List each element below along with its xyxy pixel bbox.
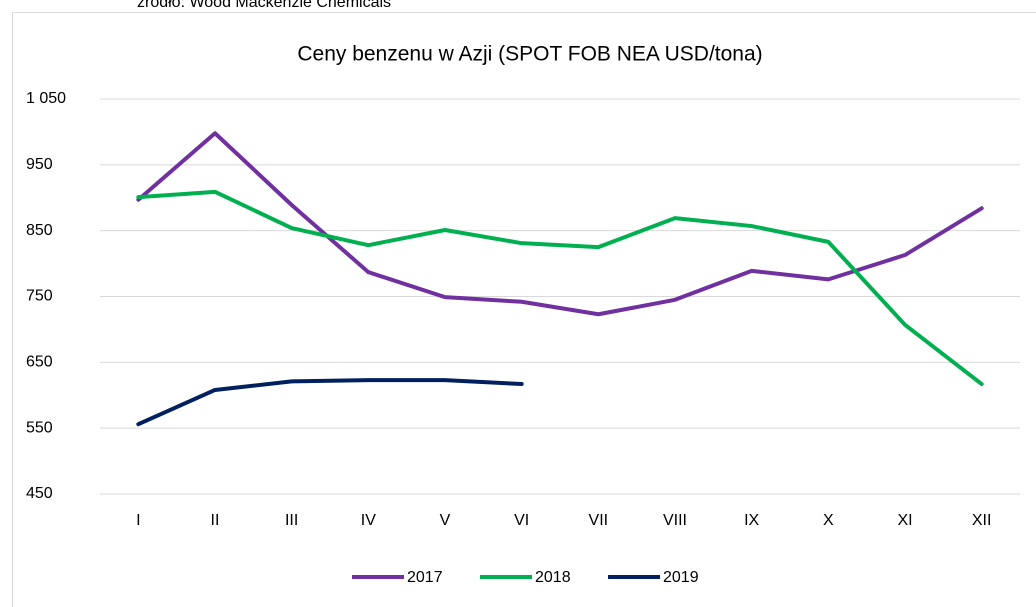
- chart-frame: [12, 12, 1036, 607]
- legend-label: 2019: [663, 569, 699, 586]
- legend-label: 2018: [535, 569, 571, 586]
- x-tick-label: IX: [744, 512, 759, 529]
- x-tick-label: IV: [361, 512, 376, 529]
- chart-title: Ceny benzenu w Azji (SPOT FOB NEA USD/to…: [297, 43, 762, 66]
- y-tick-label: 550: [26, 419, 53, 436]
- y-tick-label: 1 050: [26, 90, 66, 107]
- series-line: [136, 131, 984, 317]
- x-tick-label: VI: [514, 512, 529, 529]
- y-tick-label: 650: [26, 354, 53, 371]
- x-tick-label: VIII: [663, 512, 687, 529]
- y-tick-label: 850: [26, 222, 53, 239]
- x-tick-label: X: [823, 512, 834, 529]
- source-bg: [0, 0, 1036, 12]
- y-tick-label: 950: [26, 156, 53, 173]
- y-tick-label: 750: [26, 288, 53, 305]
- legend-label: 2017: [407, 569, 443, 586]
- series-line: [136, 378, 524, 427]
- x-tick-label: I: [136, 512, 140, 529]
- x-tick-label: XII: [972, 512, 992, 529]
- x-tick-label: V: [440, 512, 451, 529]
- x-tick-label: III: [285, 512, 298, 529]
- x-tick-label: VII: [589, 512, 609, 529]
- y-tick-label: 450: [26, 485, 53, 502]
- x-tick-label: XI: [897, 512, 912, 529]
- series-line: [136, 189, 984, 387]
- source: źródło: Wood Mackenzie Chemicals: [137, 0, 391, 11]
- x-tick-label: II: [211, 512, 220, 529]
